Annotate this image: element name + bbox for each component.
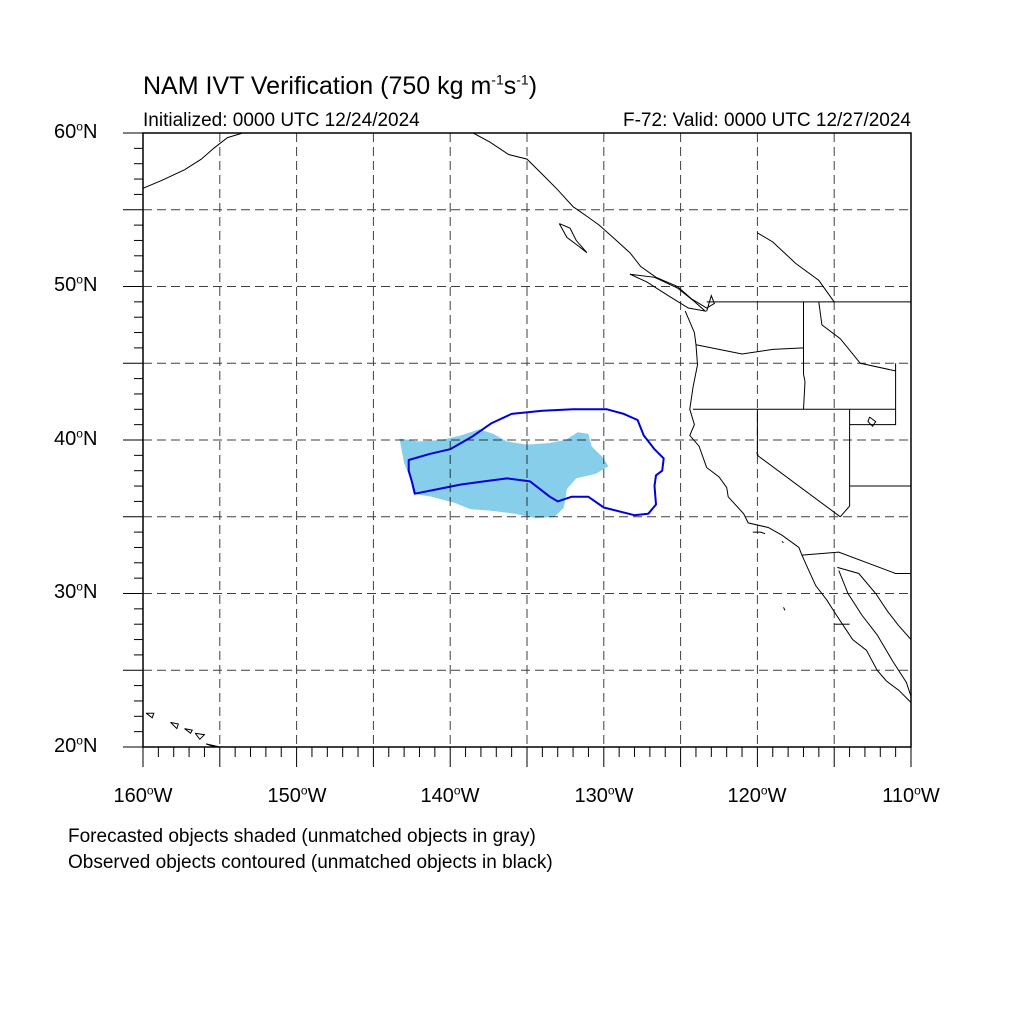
forecast-ivt-object <box>399 429 609 519</box>
coastline-segment <box>867 416 877 427</box>
init-time-label: Initialized: 0000 UTC 12/24/2024 <box>143 110 420 131</box>
observed-objects-note: Observed objects contoured (unmatched ob… <box>68 852 553 873</box>
coastline-segment <box>837 566 911 640</box>
forecast-objects-note: Forecasted objects shaded (unmatched obj… <box>68 826 536 847</box>
coastline-segment <box>818 301 896 372</box>
coastline-segment <box>170 721 179 730</box>
lat-label-50N: 50oN <box>54 272 98 296</box>
coastline-segment <box>757 232 835 303</box>
coastline-segment <box>184 728 193 734</box>
lat-label-40N: 40oN <box>54 426 98 450</box>
lat-label-60N: 60oN <box>54 119 98 143</box>
lon-label-110W: 110oW <box>882 783 940 807</box>
lon-label-120W: 120oW <box>727 783 787 807</box>
valid-time-label: F-72: Valid: 0000 UTC 12/27/2024 <box>623 110 911 131</box>
coastline-segment <box>558 223 588 254</box>
coastline-segment <box>695 344 804 355</box>
lat-lon-grid <box>143 133 911 747</box>
coastline-segment <box>143 133 243 189</box>
lon-label-140W: 140oW <box>420 783 480 807</box>
coastline-segment <box>783 607 786 611</box>
coastline-segment <box>194 732 206 741</box>
coastline-segment <box>684 310 911 703</box>
lon-label-160W: 160oW <box>113 783 173 807</box>
coastline-segment <box>205 743 220 747</box>
lon-label-150W: 150oW <box>267 783 327 807</box>
axis-ticks <box>123 132 912 767</box>
coastline-segment <box>781 540 784 544</box>
coastline-segment <box>849 363 897 426</box>
coastline-segment <box>752 531 766 535</box>
coastline-segment <box>801 551 911 574</box>
ivt-objects <box>399 408 665 519</box>
plot-border <box>142 132 912 748</box>
lat-label-30N: 30oN <box>54 579 98 603</box>
coastline-segment <box>629 273 707 312</box>
coastline-segment <box>839 409 851 518</box>
lat-label-20N: 20oN <box>54 733 98 757</box>
lon-label-130W: 130oW <box>574 783 634 807</box>
observed-ivt-contour <box>407 408 665 517</box>
figure-title: NAM IVT Verification (750 kg m-1s-1) <box>143 71 538 100</box>
coastline-segment <box>803 301 806 410</box>
coastline-segment <box>756 409 841 518</box>
coastline-segment <box>145 712 155 719</box>
coastline-segment <box>472 133 716 312</box>
